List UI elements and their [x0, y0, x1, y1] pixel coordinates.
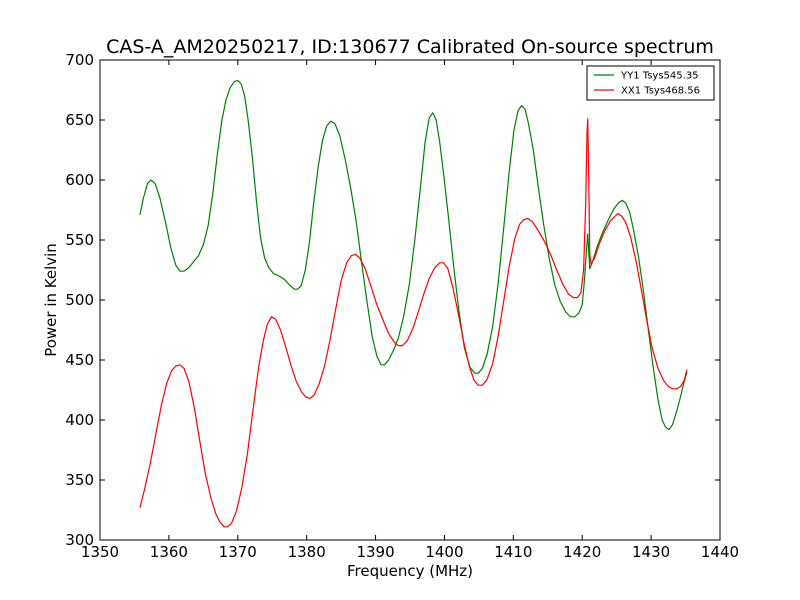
y-axis-label: Power in Kelvin	[42, 243, 60, 357]
legend-label-xx1: XX1 Tsys468.56	[621, 86, 700, 97]
y-tick-label: 450	[65, 351, 94, 369]
x-axis-label: Frequency (MHz)	[347, 562, 473, 580]
y-tick-label: 300	[65, 531, 94, 549]
y-tick-label: 650	[65, 111, 94, 129]
x-tick-label: 1420	[563, 543, 601, 561]
x-tick-label: 1430	[632, 543, 670, 561]
x-tick-label: 1360	[150, 543, 188, 561]
plot-area	[100, 60, 720, 540]
series-layer	[139, 79, 688, 528]
x-tick-label: 1440	[701, 543, 739, 561]
legend: YY1 Tsys545.35 XX1 Tsys468.56	[586, 65, 715, 101]
plot-frame	[99, 59, 721, 541]
y-tick-label: 550	[65, 231, 94, 249]
legend-label-yy1: YY1 Tsys545.35	[620, 71, 699, 82]
x-tick-label: 1410	[494, 543, 532, 561]
y-tick-label: 500	[65, 291, 94, 309]
x-tick-label: 1400	[425, 543, 463, 561]
x-tick-label: 1350	[81, 543, 119, 561]
y-tick-label: 400	[65, 411, 94, 429]
y-tick-label: 700	[65, 51, 94, 69]
y-tick-label: 350	[65, 471, 94, 489]
chart-title: CAS-A_AM20250217, ID:130677 Calibrated O…	[106, 36, 714, 58]
series-line-yy1	[139, 79, 688, 431]
series-line-xx1	[139, 118, 688, 528]
x-tick-label: 1370	[219, 543, 257, 561]
tick-layer: 1350 1360 1370 1380 1390 1400 1410 1420 1430 1440…	[65, 51, 739, 561]
x-tick-label: 1390	[356, 543, 394, 561]
y-tick-label: 600	[65, 171, 94, 189]
x-tick-label: 1380	[288, 543, 326, 561]
legend-box	[586, 65, 715, 101]
